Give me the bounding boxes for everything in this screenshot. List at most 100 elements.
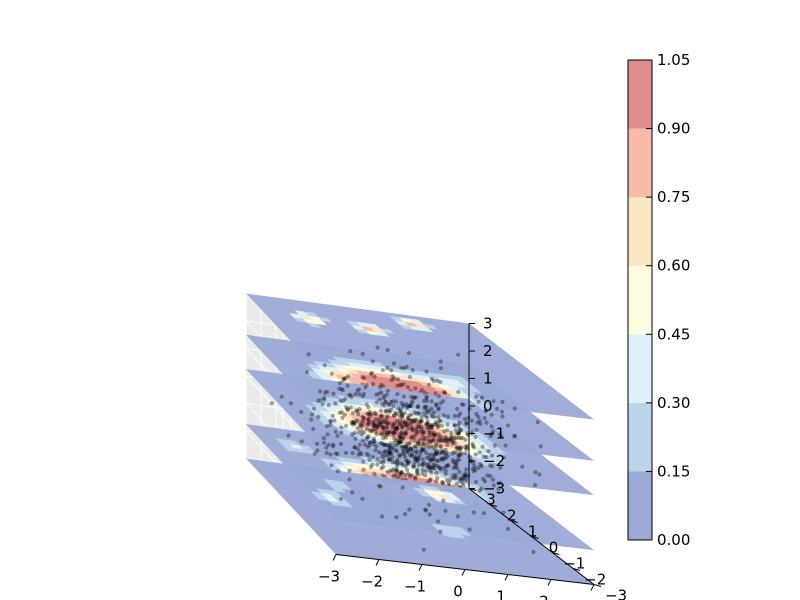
scatter-point	[410, 427, 415, 432]
scatter-point	[424, 408, 429, 413]
scatter-point	[399, 424, 405, 429]
scatter-point	[374, 422, 379, 428]
scatter-point	[405, 468, 410, 473]
scatter-point	[378, 432, 383, 437]
scatter-point	[492, 443, 497, 448]
scatter-point	[395, 383, 400, 388]
scatter-point	[439, 423, 444, 428]
scatter-point	[361, 459, 366, 464]
contour-cell	[408, 462, 424, 469]
scatter-point	[388, 441, 393, 446]
scatter-point	[305, 369, 310, 375]
scatter-point	[463, 471, 468, 476]
scatter-point	[395, 437, 400, 442]
scatter-point	[337, 381, 342, 386]
scatter-point	[456, 352, 461, 357]
scatter-point	[395, 426, 400, 432]
scatter-point	[369, 429, 374, 434]
scatter-point	[367, 428, 372, 433]
x-tick-label: 1	[496, 588, 506, 600]
scatter-point	[356, 452, 361, 457]
scatter-point	[361, 391, 367, 397]
scatter-point	[340, 415, 345, 420]
scatter-point	[315, 448, 320, 453]
scatter-point	[381, 393, 386, 398]
scatter-point	[401, 444, 406, 449]
scatter-point	[452, 423, 457, 428]
scatter-point	[385, 388, 391, 393]
scatter-point	[344, 423, 349, 428]
scatter-point	[451, 473, 456, 478]
scatter-point	[288, 401, 293, 406]
scatter-point	[398, 435, 403, 440]
scatter-point	[417, 411, 422, 416]
scatter-point	[381, 436, 386, 441]
scatter-point	[380, 401, 385, 406]
scatter-point	[373, 423, 378, 428]
scatter-point	[433, 419, 439, 425]
scatter-point	[512, 406, 517, 411]
scatter-point	[422, 448, 427, 453]
scatter-point	[279, 394, 284, 399]
scatter-point	[389, 451, 394, 456]
scatter-point	[470, 466, 475, 471]
scatter-point	[449, 433, 454, 438]
scatter-layer	[385, 347, 390, 353]
scatter-point	[463, 474, 468, 479]
scatter-point	[371, 442, 376, 447]
scatter-point	[397, 421, 402, 427]
scatter-point	[422, 406, 427, 411]
scatter-point	[533, 483, 538, 488]
scatter-point	[385, 365, 390, 371]
scatter-point	[375, 345, 380, 350]
scatter-point	[397, 440, 402, 445]
scatter-point	[394, 468, 399, 473]
scatter-point	[420, 471, 425, 476]
scatter-point	[431, 466, 436, 471]
contour-cell	[285, 439, 300, 446]
scatter-point	[411, 419, 416, 424]
scatter-point	[443, 438, 448, 444]
scatter-point	[339, 425, 344, 430]
scatter-point	[428, 458, 433, 463]
scatter-point	[434, 402, 439, 407]
scatter-point	[463, 473, 468, 478]
scatter-point	[398, 473, 403, 478]
scatter-point	[499, 434, 504, 439]
scatter-point	[427, 465, 432, 470]
scatter-point	[438, 401, 443, 406]
scatter-point	[397, 438, 403, 444]
contour-cell	[408, 318, 424, 325]
contour-cell	[466, 483, 483, 490]
scatter-point	[400, 413, 405, 418]
scatter-point	[505, 526, 511, 532]
scatter-point	[360, 438, 365, 443]
scatter-point	[471, 461, 476, 466]
scatter-point	[381, 442, 387, 447]
scatter-point	[391, 473, 396, 478]
scatter-point	[457, 431, 462, 436]
scatter-point	[462, 444, 468, 450]
scatter-point	[366, 417, 371, 422]
scatter-point	[428, 468, 433, 473]
scatter-point	[390, 399, 395, 404]
scatter-point	[354, 408, 359, 413]
scatter-point	[394, 438, 399, 443]
scatter-point	[471, 510, 476, 515]
scatter-point	[438, 529, 443, 534]
scatter-point	[440, 480, 445, 485]
scatter-point	[436, 424, 441, 429]
scatter-point	[486, 449, 491, 454]
scatter-point	[490, 477, 496, 482]
scatter-point	[362, 442, 367, 447]
scatter-point	[460, 480, 465, 486]
contour-slice	[246, 458, 594, 585]
scatter-point	[436, 439, 441, 444]
scatter-point	[414, 429, 419, 434]
scatter-point	[394, 425, 399, 430]
scatter-point	[411, 464, 416, 469]
scatter-point	[456, 423, 461, 428]
scatter-point	[437, 451, 442, 456]
scatter-point	[348, 392, 353, 397]
z-tick-label: −2	[483, 452, 505, 470]
